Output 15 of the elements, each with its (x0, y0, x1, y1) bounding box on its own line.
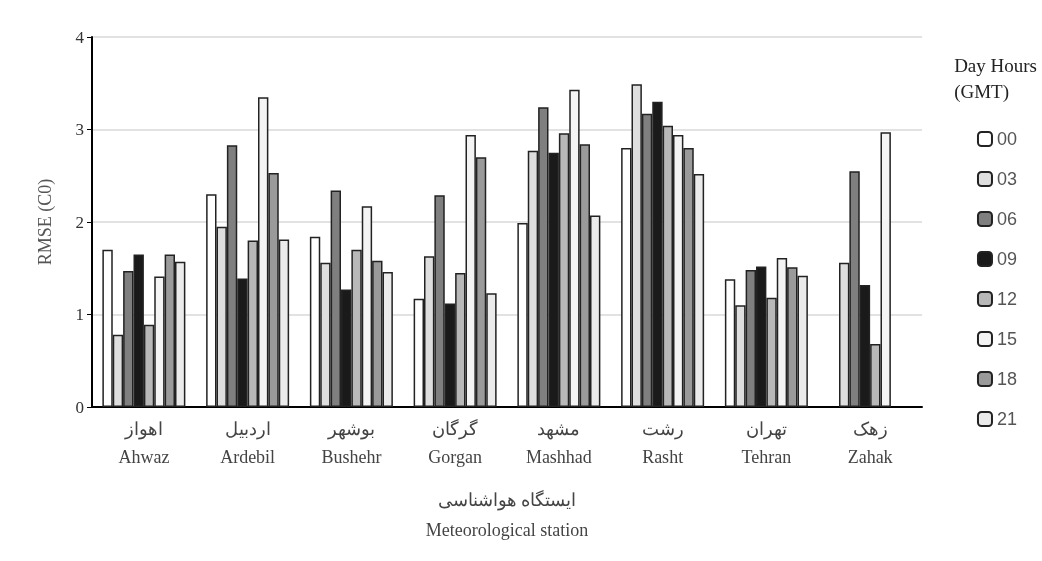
y-tick-label: 0 (75, 397, 84, 417)
legend-label: 21 (996, 409, 1018, 429)
legend-label: 06 (996, 209, 1018, 229)
legend-label: 09 (996, 249, 1018, 269)
legend-label: 12 (996, 289, 1018, 309)
y-tick-label: 1 (75, 305, 84, 324)
y-tick-label: 4 (75, 27, 85, 47)
legend-label: 00 (996, 129, 1018, 149)
y-axis-title: RMSE (C0) (35, 178, 56, 266)
y-tick-label: 3 (75, 120, 84, 139)
legend-title: Day Hours (GMT) (954, 54, 1038, 103)
legend-label: 03 (996, 169, 1018, 189)
legend-label: 18 (996, 369, 1018, 389)
legend-label: 15 (996, 329, 1018, 349)
y-tick-label: 2 (75, 212, 84, 232)
